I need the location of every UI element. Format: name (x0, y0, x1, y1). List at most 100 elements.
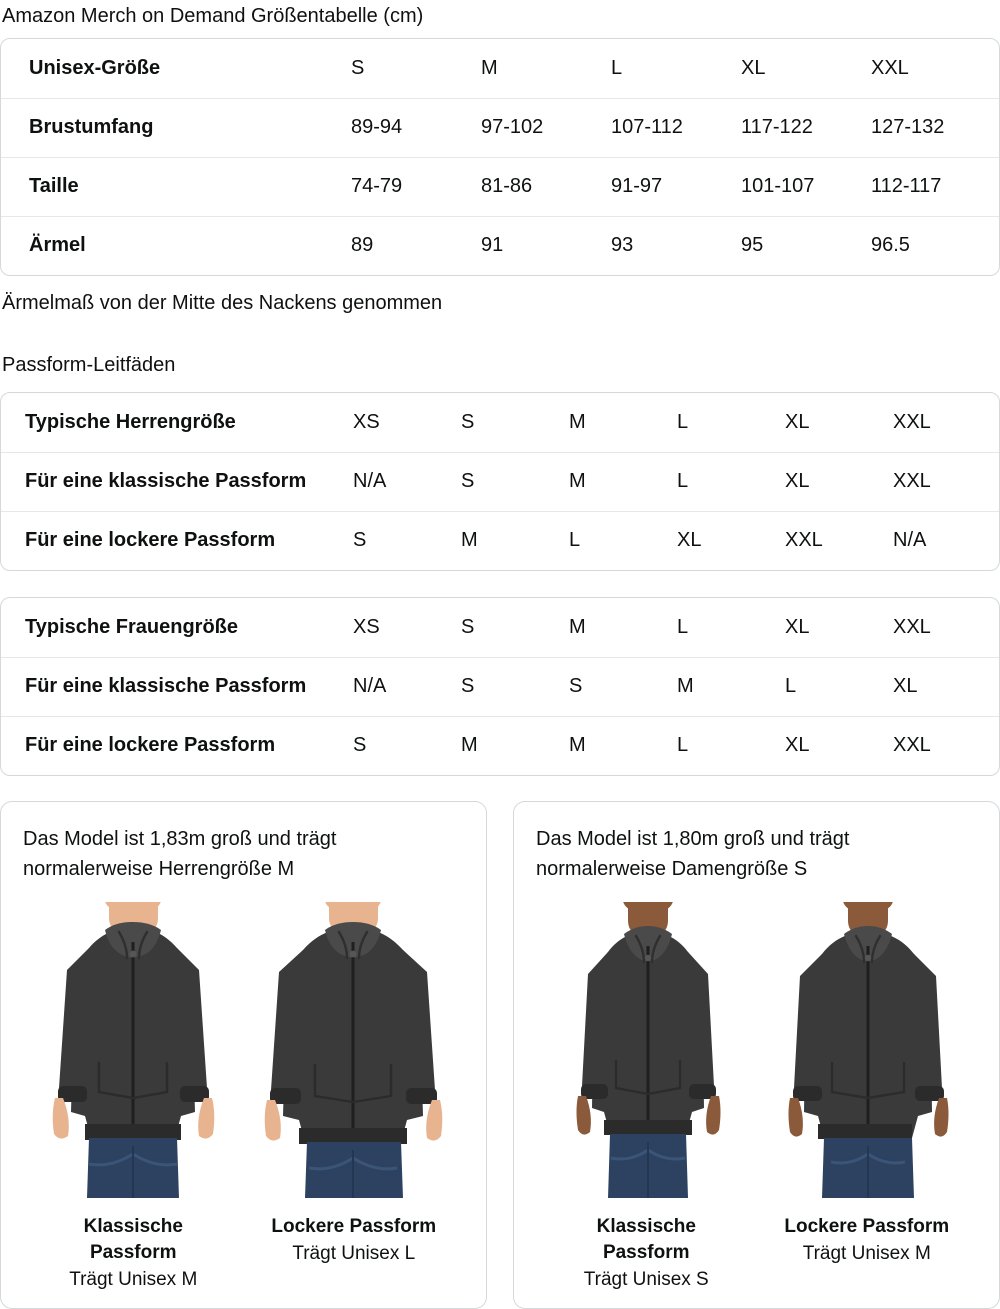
wears-label: Trägt Unisex M (69, 1269, 198, 1290)
wears-label: Trägt Unisex M (802, 1243, 931, 1264)
table-cell: XL (893, 656, 999, 716)
table-cell: XXL (785, 510, 893, 570)
mens-fit-guide-table: Typische Herrengröße XS S M L XL XXL Für… (1, 393, 999, 570)
table-cell: 91-97 (611, 156, 741, 216)
male-model-figures (23, 898, 464, 1198)
table-row: Brustumfang 89-94 97-102 107-112 117-122… (1, 97, 999, 157)
unisex-size-table: Unisex-Größe S M L XL XXL Brustumfang 89… (1, 39, 999, 275)
table-cell: XL (785, 715, 893, 775)
row-label: Brustumfang (1, 97, 351, 157)
table-cell: 93 (611, 215, 741, 275)
unisex-size-table-card: Unisex-Größe S M L XL XXL Brustumfang 89… (0, 38, 1000, 276)
table-header-cell: XXL (893, 615, 931, 638)
table-cell: S (461, 451, 569, 511)
table-cell: S (353, 510, 461, 570)
table-row: Für eine lockere Passform S M L XL XXL N… (1, 510, 999, 570)
male-hoodie-relaxed-illustration (261, 902, 447, 1198)
male-model-labels: Klassische Passform Trägt Unisex M Locke… (23, 1214, 464, 1294)
table-header-label: Typische Herrengröße (25, 410, 236, 433)
womens-fit-guide-table: Typische Frauengröße XS S M L XL XXL Für… (1, 598, 999, 775)
row-label: Taille (1, 156, 351, 216)
table-cell: L (677, 715, 785, 775)
table-cell: N/A (353, 656, 461, 716)
table-cell: 117-122 (741, 97, 871, 157)
wears-label: Trägt Unisex S (583, 1269, 709, 1290)
table-cell: 91 (481, 215, 611, 275)
female-model-classic-fit-figure (551, 902, 741, 1198)
wears-label: Trägt Unisex L (292, 1243, 416, 1264)
table-header-row: Unisex-Größe S M L XL XXL (1, 39, 999, 98)
fit-guides-heading: Passform-Leitfäden (2, 354, 176, 376)
row-label: Für eine lockere Passform (1, 510, 353, 570)
table-header-cell: M (569, 615, 586, 638)
male-model-card: Das Model ist 1,83m groß und trägt norma… (0, 801, 487, 1309)
table-row: Ärmel 89 91 93 95 96.5 (1, 215, 999, 275)
female-classic-fit-label-group: Klassische Passform Trägt Unisex S (551, 1214, 741, 1294)
table-cell: M (677, 656, 785, 716)
table-cell: S (353, 715, 461, 775)
fit-label: Lockere Passform (784, 1216, 950, 1237)
row-label: Für eine klassische Passform (1, 451, 353, 511)
page-title: Amazon Merch on Demand Größentabelle (cm… (2, 5, 424, 27)
table-header-cell: S (461, 615, 475, 638)
table-cell: M (569, 451, 677, 511)
fit-label: Klassische Passform (83, 1216, 183, 1263)
table-cell: XXL (893, 451, 999, 511)
table-cell: S (461, 656, 569, 716)
table-cell: M (461, 510, 569, 570)
table-cell: L (569, 510, 677, 570)
table-cell: 74-79 (351, 156, 481, 216)
table-header-cell: XXL (871, 56, 909, 79)
table-cell: 89 (351, 215, 481, 275)
table-header-cell: S (461, 410, 475, 433)
male-model-relaxed-fit-figure (259, 902, 449, 1198)
table-cell: 97-102 (481, 97, 611, 157)
table-header-row: Typische Frauengröße XS S M L XL XXL (1, 598, 999, 657)
fit-label: Lockere Passform (271, 1216, 437, 1237)
table-header-label: Unisex-Größe (29, 56, 161, 79)
female-model-card: Das Model ist 1,80m groß und trägt norma… (513, 801, 1000, 1309)
table-header-cell: XL (785, 410, 810, 433)
sleeve-measurement-note: Ärmelmaß von der Mitte des Nackens genom… (2, 292, 443, 314)
table-cell: XL (677, 510, 785, 570)
table-header-cell: XS (353, 615, 380, 638)
female-hoodie-classic-illustration (553, 902, 739, 1198)
womens-fit-guide-card: Typische Frauengröße XS S M L XL XXL Für… (0, 597, 1000, 776)
female-model-description: Das Model ist 1,80m groß und trägt norma… (536, 828, 850, 880)
table-cell: N/A (893, 510, 999, 570)
table-row: Für eine lockere Passform S M M L XL XXL (1, 715, 999, 775)
table-cell: 81-86 (481, 156, 611, 216)
table-cell: M (461, 715, 569, 775)
table-header-cell: L (677, 410, 689, 433)
female-model-relaxed-fit-figure (772, 902, 962, 1198)
table-cell: S (569, 656, 677, 716)
mens-fit-guide-card: Typische Herrengröße XS S M L XL XXL Für… (0, 392, 1000, 571)
table-header-cell: M (569, 410, 586, 433)
table-header-cell: M (481, 56, 498, 79)
table-header-label: Typische Frauengröße (25, 615, 239, 638)
table-header-cell: XL (741, 56, 766, 79)
table-header-row: Typische Herrengröße XS S M L XL XXL (1, 393, 999, 452)
table-header-cell: S (351, 56, 365, 79)
table-cell: 101-107 (741, 156, 871, 216)
fit-label: Klassische Passform (596, 1216, 696, 1263)
table-cell: 107-112 (611, 97, 741, 157)
male-model-classic-fit-figure (38, 902, 228, 1198)
table-cell: N/A (353, 451, 461, 511)
female-model-labels: Klassische Passform Trägt Unisex S Locke… (536, 1214, 977, 1294)
table-cell: 96.5 (871, 215, 999, 275)
table-cell: 112-117 (871, 156, 999, 216)
table-row: Für eine klassische Passform N/A S M L X… (1, 451, 999, 511)
male-relaxed-fit-label-group: Lockere Passform Trägt Unisex L (259, 1214, 449, 1294)
table-header-cell: XL (785, 615, 810, 638)
table-header-cell: L (611, 56, 623, 79)
table-row: Für eine klassische Passform N/A S S M L… (1, 656, 999, 716)
table-cell: M (569, 715, 677, 775)
model-cards: Das Model ist 1,83m groß und trägt norma… (0, 801, 1000, 1309)
table-header-cell: L (677, 615, 689, 638)
table-row: Taille 74-79 81-86 91-97 101-107 112-117 (1, 156, 999, 216)
row-label: Für eine klassische Passform (1, 656, 353, 716)
male-classic-fit-label-group: Klassische Passform Trägt Unisex M (38, 1214, 228, 1294)
table-cell: 89-94 (351, 97, 481, 157)
